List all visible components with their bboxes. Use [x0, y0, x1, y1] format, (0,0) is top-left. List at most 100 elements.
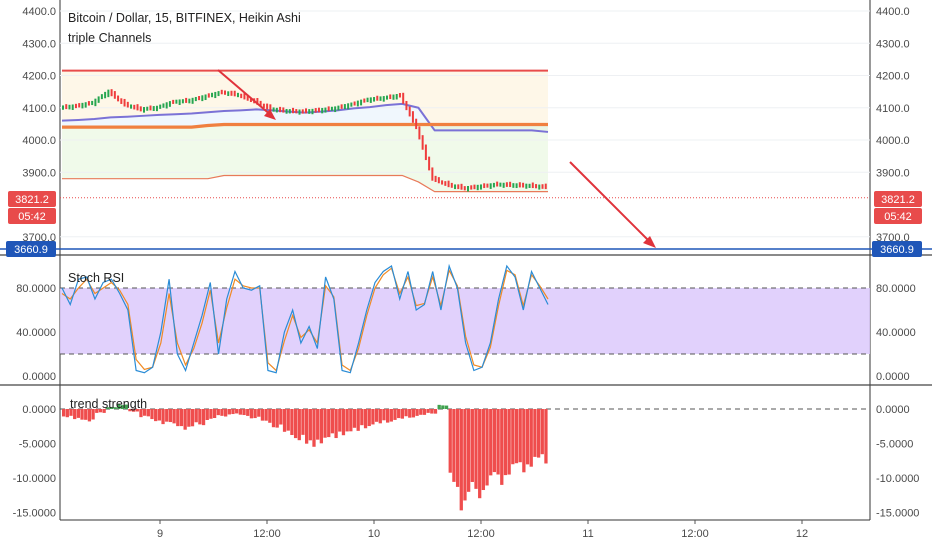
countdown-tag-left: 05:42 [8, 208, 56, 224]
candle [262, 103, 265, 108]
y-tick-label: 3700.0 [22, 232, 56, 244]
trend-bar [467, 409, 471, 492]
candle [74, 103, 77, 109]
y-tick-label: 3700.0 [876, 232, 910, 244]
candle [295, 109, 298, 114]
candle [68, 104, 71, 110]
candle [398, 93, 401, 98]
trend-bar [301, 409, 305, 435]
y-tick-label: 80.0000 [876, 283, 916, 295]
candle [454, 184, 457, 190]
candle [483, 183, 486, 189]
candle [107, 89, 110, 98]
trend-strength-pane[interactable] [60, 404, 870, 511]
trend-bar [216, 409, 220, 416]
channel-band [62, 103, 548, 132]
trend-bar [400, 409, 405, 419]
candle [188, 98, 191, 104]
price-pane[interactable] [0, 10, 932, 250]
y-tick-label: 40.0000 [876, 327, 916, 339]
trend-bar [430, 409, 434, 414]
trend-bar [179, 409, 184, 427]
trend-bar [98, 409, 103, 413]
trend-bar [76, 409, 81, 418]
candle [486, 183, 489, 188]
y-tick-label: 4100.0 [876, 103, 910, 115]
candle [525, 183, 528, 189]
candle [211, 92, 214, 98]
trend-bar [525, 409, 530, 465]
svg-text:3821.2: 3821.2 [881, 194, 915, 206]
channel-band [62, 70, 548, 132]
trend-bar [341, 409, 346, 436]
candle [62, 105, 64, 110]
candle [65, 104, 68, 110]
trend-bar [135, 409, 139, 412]
candle [220, 89, 223, 95]
trend-bar [187, 409, 191, 427]
candle [366, 97, 369, 103]
y-tick-label: -10.0000 [13, 473, 56, 485]
candle [379, 96, 382, 101]
candle [431, 167, 434, 181]
trend-bar [540, 409, 544, 455]
candle [389, 94, 392, 100]
candle [155, 105, 158, 112]
trend-bar [452, 409, 456, 482]
candle [441, 180, 444, 185]
candle [130, 104, 133, 109]
candle [515, 183, 518, 189]
trend-bar [371, 409, 375, 425]
trend-bar [474, 409, 478, 489]
candle [489, 183, 492, 189]
trend-bar [478, 409, 482, 499]
trend-bar [529, 409, 533, 467]
candle [117, 95, 120, 102]
trend-bar [231, 409, 235, 415]
trend-bar [257, 409, 261, 417]
y-tick-label: 4200.0 [876, 71, 910, 83]
candle [282, 107, 285, 113]
trend-bar [367, 409, 371, 427]
y-tick-label: 4300.0 [22, 38, 56, 50]
trend-bar [194, 409, 198, 423]
chart-title: Bitcoin / Dollar, 15, BITFINEX, Heikin A… [68, 11, 301, 25]
trend-bar [503, 409, 508, 476]
candle [418, 126, 421, 140]
trend-bar [290, 409, 294, 436]
candle [185, 97, 188, 103]
candle [94, 98, 97, 107]
x-tick-label: 12:00 [467, 528, 495, 540]
trend-bar [323, 409, 327, 438]
y-tick-label: 0.0000 [876, 371, 910, 383]
y-tick-label: 80.0000 [16, 283, 56, 295]
last-price-tag-left: 3821.2 [8, 191, 56, 207]
y-tick-label: 0.0000 [22, 371, 56, 383]
trend-bar [154, 409, 158, 422]
trend-bar [437, 404, 441, 409]
candle [437, 177, 440, 184]
candle [159, 104, 162, 109]
candle [152, 106, 155, 111]
candle [288, 109, 291, 114]
candle [324, 107, 327, 113]
candle [492, 182, 495, 188]
candle [386, 95, 388, 100]
trend-bar [397, 409, 401, 419]
trend-bar [212, 409, 217, 419]
candle [450, 182, 453, 188]
trend-bar [124, 404, 128, 409]
candle [269, 104, 272, 112]
price-axes[interactable]: 4400.0 4400.0 4300.0 4300.0 4200.0 4200.0 4100… [13, 6, 920, 520]
trend-bar [65, 409, 69, 418]
trend-bar [224, 409, 228, 417]
trend-bar [312, 409, 316, 447]
stoch-rsi-pane[interactable] [60, 263, 870, 374]
trend-bar [544, 409, 548, 464]
time-axis[interactable]: 9 12:00 10 12:00 11 12:00 12 [157, 520, 808, 540]
candle [421, 135, 424, 150]
candle [505, 182, 508, 187]
candle [522, 182, 525, 188]
trend-bar [146, 409, 150, 417]
